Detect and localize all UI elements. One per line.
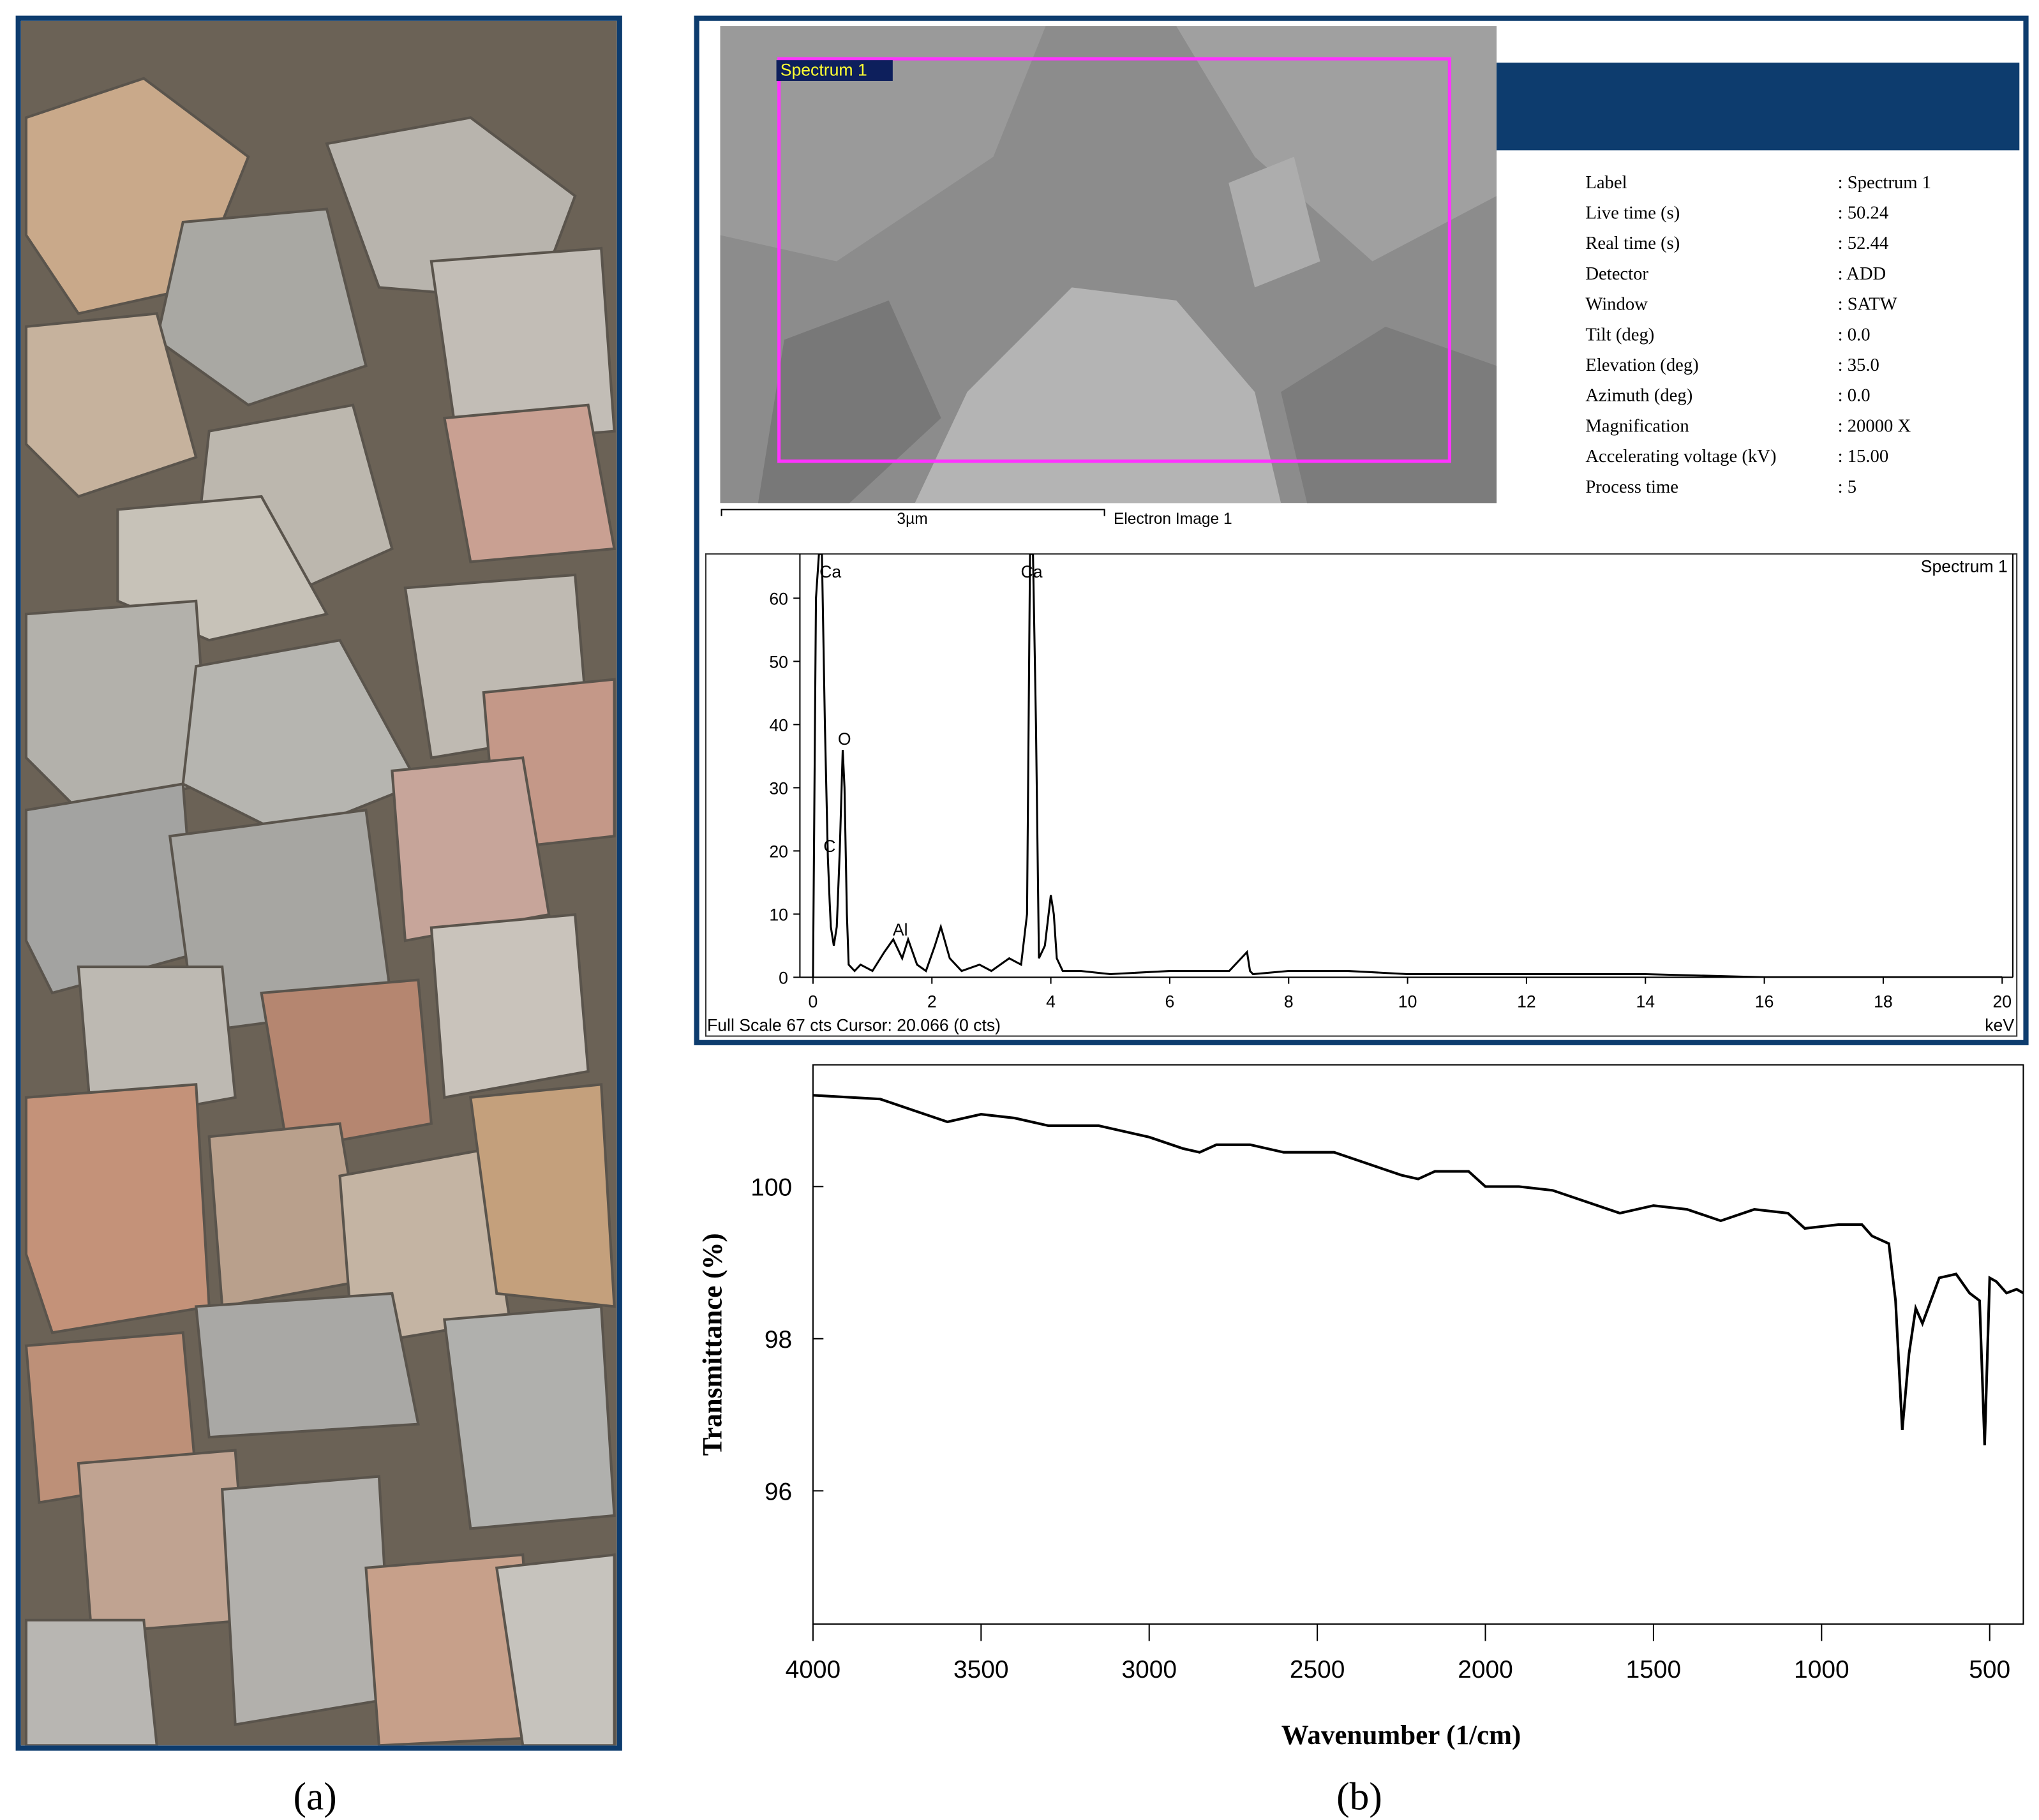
- x-tick-label: 14: [1636, 992, 1655, 1011]
- table-label: Real time (s): [1585, 233, 1680, 253]
- y-tick-label: 50: [769, 653, 788, 672]
- y-tick-label: 20: [769, 842, 788, 862]
- table-label: Window: [1585, 294, 1648, 315]
- eds-frame: [694, 15, 2029, 1045]
- table-label: Process time: [1585, 477, 1678, 497]
- x-tick-label: 2000: [1458, 1656, 1513, 1683]
- table-value: : 52.44: [1838, 233, 1889, 253]
- legend-label: Spectrum 1: [1921, 557, 2008, 576]
- table-value: : 20000 X: [1838, 415, 1911, 436]
- sem-image: [720, 26, 1497, 503]
- peak-label: O: [838, 729, 851, 749]
- table-value: : 0.0: [1838, 385, 1871, 406]
- table-value: : 50.24: [1838, 203, 1889, 223]
- x-axis-title: Wavenumber (1/cm): [1281, 1720, 1521, 1750]
- photo-frame: [15, 15, 622, 1751]
- x-tick-label: 2500: [1290, 1656, 1345, 1683]
- table-label: Accelerating voltage (kV): [1585, 446, 1776, 466]
- x-tick-label: 12: [1517, 992, 1536, 1011]
- sem-region-label: Spectrum 1: [780, 61, 867, 80]
- table-value: : 5: [1838, 477, 1856, 497]
- x-tick-label: 1000: [1794, 1656, 1849, 1683]
- scale-bar: [721, 509, 1105, 516]
- data-line: [812, 1094, 2024, 1445]
- peak-label: C: [823, 837, 835, 856]
- peak-label: Ca: [1021, 562, 1043, 581]
- table-label: Elevation (deg): [1585, 355, 1698, 375]
- ftir-chart: 96 98 100 4000 3500 3000 2500 2000 1500 1000 500 Wa…: [698, 1094, 2024, 1750]
- peak-label: Al: [893, 920, 908, 939]
- table-label: Magnification: [1585, 415, 1689, 436]
- x-axis-title: keV: [1985, 1015, 2014, 1034]
- table-value: : SATW: [1838, 294, 1897, 315]
- x-tick-label: 0: [809, 992, 818, 1011]
- header-band: [1497, 63, 2020, 151]
- y-tick-label: 40: [769, 716, 788, 735]
- y-tick-label: 30: [769, 779, 788, 798]
- data-line: [812, 554, 2003, 978]
- gravel-photo: [20, 20, 617, 1746]
- y-tick-label: 100: [751, 1174, 792, 1202]
- table-value: : 15.00: [1838, 446, 1889, 466]
- x-tick-label: 8: [1284, 992, 1294, 1011]
- eds-chart: 0 10 20 30 40 50 60 0 2 4 6 8 10 12 14 16 18 20 Spectrum 1…: [707, 554, 2014, 1034]
- sem-region: [777, 57, 1451, 463]
- acquisition-table: Label : Spectrum 1 Live time (s) : 50.24 Rea…: [1585, 172, 1931, 497]
- x-tick-label: 4000: [786, 1656, 841, 1683]
- x-tick-label: 10: [1398, 992, 1417, 1011]
- ftir-box: [812, 1064, 2024, 1625]
- y-tick-label: 96: [765, 1479, 792, 1506]
- sem-region-tag: [776, 60, 893, 81]
- x-tick-label: 18: [1874, 992, 1893, 1011]
- y-tick-label: 10: [769, 906, 788, 925]
- y-tick-label: 60: [769, 590, 788, 609]
- scale-bar-label: 3µm: [897, 511, 927, 528]
- table-label: Live time (s): [1585, 203, 1680, 223]
- x-tick-label: 3000: [1121, 1656, 1177, 1683]
- y-axis-title: Transmittance (%): [698, 1233, 728, 1456]
- table-value: : 0.0: [1838, 324, 1871, 345]
- x-tick-label: 4: [1046, 992, 1056, 1011]
- x-tick-label: 1500: [1626, 1656, 1682, 1683]
- x-tick-label: 16: [1755, 992, 1774, 1011]
- x-tick-label: 2: [927, 992, 937, 1011]
- footer: Full Scale 67 cts Cursor: 20.066 (0 cts): [707, 1015, 1001, 1034]
- y-tick-label: 0: [779, 969, 788, 988]
- table-value: : ADD: [1838, 264, 1886, 284]
- y-tick-label: 98: [765, 1326, 792, 1354]
- table-label: Tilt (deg): [1585, 324, 1654, 345]
- table-value: : 35.0: [1838, 355, 1879, 375]
- table-label: Detector: [1585, 264, 1648, 284]
- x-tick-label: 20: [1992, 992, 2012, 1011]
- sem-caption: Electron Image 1: [1114, 511, 1232, 528]
- table-label: Azimuth (deg): [1585, 385, 1692, 406]
- table-value: : Spectrum 1: [1838, 172, 1931, 193]
- eds-box: [705, 553, 2018, 1037]
- x-tick-label: 6: [1165, 992, 1175, 1011]
- table-label: Label: [1585, 172, 1627, 193]
- panel-label: (a): [293, 1775, 336, 1819]
- x-tick-label: 3500: [953, 1656, 1009, 1683]
- panel-label: (b): [1336, 1775, 1382, 1819]
- x-tick-label: 500: [1969, 1656, 2010, 1683]
